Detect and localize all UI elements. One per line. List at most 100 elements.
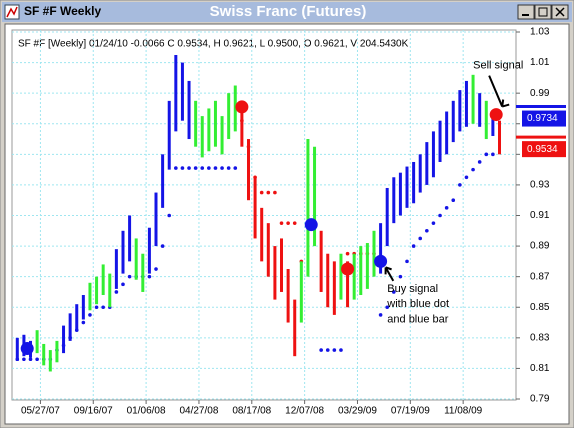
stop-dot bbox=[398, 274, 403, 279]
price-label-box bbox=[522, 141, 566, 158]
stop-dot bbox=[121, 282, 125, 287]
stop-dot bbox=[458, 183, 462, 187]
stop-dot bbox=[405, 259, 409, 264]
stop-dot bbox=[431, 221, 436, 225]
price-label: 0.9734 bbox=[527, 113, 558, 124]
y-tick-label: 0.87 bbox=[530, 271, 550, 282]
y-tick-label: 0.81 bbox=[530, 363, 550, 374]
stop-dot bbox=[220, 166, 224, 170]
stop-dot bbox=[101, 305, 105, 310]
price-label: 0.9534 bbox=[527, 144, 558, 155]
y-tick-label: 0.93 bbox=[530, 180, 550, 191]
stop-dot bbox=[273, 190, 277, 195]
annotation: Buy signal bbox=[387, 283, 438, 295]
stop-dot bbox=[193, 166, 198, 170]
y-tick-label: 1.01 bbox=[530, 57, 550, 68]
info-line: SF #F [Weekly] 01/24/10 -0.0066 C 0.9534… bbox=[18, 39, 409, 50]
x-tick-label: 09/16/07 bbox=[74, 406, 113, 417]
stop-dot bbox=[471, 167, 475, 172]
stop-dot bbox=[339, 348, 343, 352]
x-tick-label: 05/27/07 bbox=[21, 406, 60, 417]
stop-dot bbox=[200, 166, 205, 170]
y-tick-label: 0.89 bbox=[530, 241, 550, 252]
stop-dot bbox=[411, 244, 416, 248]
stop-dot bbox=[94, 305, 99, 310]
buy-arrow bbox=[384, 266, 395, 282]
stop-dot bbox=[378, 313, 383, 317]
signal-dot bbox=[20, 342, 34, 356]
stop-dot bbox=[88, 313, 92, 317]
stop-dot bbox=[464, 175, 469, 180]
minimize-button[interactable] bbox=[517, 4, 535, 20]
stop-dot bbox=[418, 236, 423, 241]
stop-dot bbox=[279, 221, 284, 225]
stop-dot bbox=[174, 166, 178, 170]
stop-dot bbox=[392, 290, 396, 294]
stop-dot bbox=[259, 190, 264, 195]
stop-dot bbox=[292, 221, 297, 225]
stop-dot bbox=[484, 152, 489, 157]
stop-dot bbox=[207, 166, 211, 170]
window-buttons bbox=[517, 4, 569, 20]
stop-dot bbox=[160, 244, 165, 248]
stop-dot bbox=[286, 221, 290, 225]
signal-dot bbox=[374, 254, 388, 268]
app-icon-glyph bbox=[6, 6, 18, 18]
annotation: Sell signal bbox=[473, 60, 523, 72]
x-tick-label: 11/08/09 bbox=[444, 406, 483, 417]
stop-dot bbox=[325, 348, 330, 352]
stop-dot bbox=[319, 348, 323, 352]
signal-dot bbox=[235, 100, 249, 114]
stop-dot bbox=[22, 357, 26, 362]
x-tick-label: 08/17/08 bbox=[232, 406, 271, 417]
stop-dot bbox=[477, 160, 482, 164]
stop-dot bbox=[425, 228, 429, 233]
signal-dot bbox=[489, 108, 503, 122]
stop-dot bbox=[180, 166, 185, 170]
y-tick-label: 0.91 bbox=[530, 210, 550, 221]
maximize-button[interactable] bbox=[534, 4, 552, 20]
chart-title: Swiss Franc (Futures) bbox=[210, 3, 367, 20]
stop-dot bbox=[451, 198, 456, 203]
stop-dot bbox=[35, 357, 39, 362]
stop-dot bbox=[491, 152, 495, 157]
x-tick-label: 12/07/08 bbox=[285, 406, 324, 417]
price-label-box bbox=[522, 110, 566, 127]
stop-dot bbox=[187, 166, 191, 170]
stop-dot bbox=[266, 190, 271, 195]
stop-dot bbox=[114, 290, 119, 294]
x-tick-label: 07/19/09 bbox=[391, 406, 430, 417]
stop-dot bbox=[147, 274, 152, 279]
stop-dot bbox=[444, 206, 449, 210]
stop-dot bbox=[332, 348, 337, 352]
stop-dot bbox=[28, 357, 33, 362]
stop-dot bbox=[213, 166, 218, 170]
window-title: SF #F Weekly bbox=[24, 4, 101, 18]
y-tick-label: 0.79 bbox=[530, 394, 550, 405]
sell-arrow bbox=[488, 75, 510, 108]
stop-dot bbox=[167, 213, 172, 218]
plot: 0.790.810.830.850.870.890.910.930.950.97… bbox=[12, 27, 566, 417]
title-bar bbox=[2, 2, 572, 22]
stop-dot bbox=[226, 166, 231, 170]
y-tick-label: 1.03 bbox=[530, 27, 550, 38]
x-tick-label: 04/27/08 bbox=[179, 406, 218, 417]
signal-dot bbox=[304, 218, 318, 232]
stop-dot bbox=[154, 267, 158, 271]
y-tick-label: 0.83 bbox=[530, 332, 550, 343]
maximize-glyph bbox=[538, 7, 548, 17]
stop-dot bbox=[81, 320, 86, 325]
stop-dot bbox=[385, 305, 389, 310]
signal-dot bbox=[341, 262, 355, 276]
annotation: with blue dot bbox=[386, 298, 449, 310]
stop-dot bbox=[127, 274, 132, 279]
stop-dot bbox=[438, 213, 442, 218]
close-glyph bbox=[555, 7, 565, 17]
stop-dot bbox=[345, 251, 350, 256]
annotation: and blue bar bbox=[387, 313, 448, 325]
y-tick-label: 0.85 bbox=[530, 302, 550, 313]
x-tick-label: 03/29/09 bbox=[338, 406, 377, 417]
x-tick-label: 01/06/08 bbox=[127, 406, 166, 417]
y-tick-label: 0.99 bbox=[530, 88, 550, 99]
